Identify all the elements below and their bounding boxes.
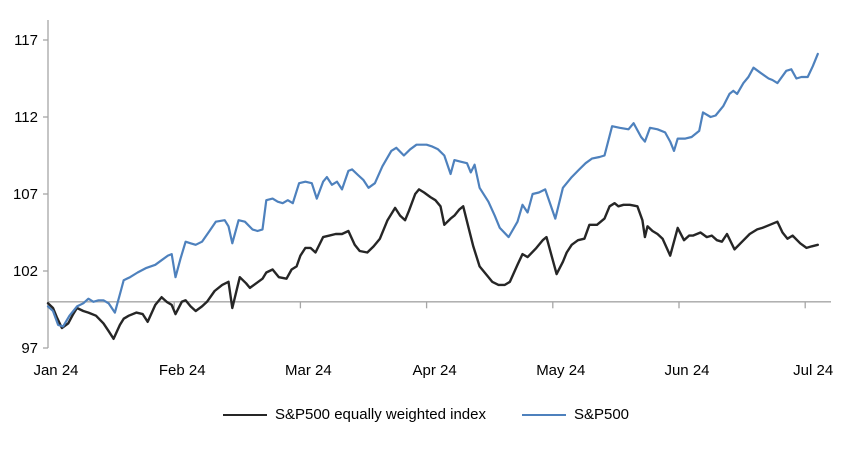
y-tick-label: 117: [14, 32, 38, 49]
equal-weight-index-line: [46, 188, 819, 340]
equal-weight-line-swatch: [222, 413, 267, 416]
y-tick-label: 102: [13, 263, 38, 280]
x-tick-label: Mar 24: [285, 362, 332, 379]
x-tick-label: Jan 24: [33, 362, 78, 379]
legend-item-sp500: S&P500: [521, 406, 630, 423]
axes: 97 102 107 112 117 Jan 24 Feb 24 Mar 24 Apr 24 Ma…: [13, 20, 833, 379]
y-tick-label: 112: [14, 109, 38, 126]
y-tick-label: 107: [13, 186, 38, 203]
sp500-line-swatch: [521, 413, 566, 416]
x-tick-label: Feb 24: [159, 362, 206, 379]
y-tick-label: 97: [21, 340, 38, 357]
line-chart: 97 102 107 112 117 Jan 24 Feb 24 Mar 24 Apr 24 Ma…: [13, 20, 833, 379]
legend-label-sp500: S&P500: [573, 406, 630, 423]
legend: S&P500 equally weighted index S&P500: [0, 406, 852, 423]
legend-item-equal-weight: S&P500 equally weighted index: [222, 406, 486, 423]
legend-label-equal-weight: S&P500 equally weighted index: [274, 406, 486, 423]
sp500-line: [46, 52, 819, 328]
x-tick-label: May 24: [536, 362, 585, 379]
x-tick-label: Apr 24: [412, 362, 456, 379]
series-lines: [46, 52, 819, 340]
x-tick-label: Jun 24: [664, 362, 709, 379]
x-tick-label: Jul 24: [793, 362, 833, 379]
